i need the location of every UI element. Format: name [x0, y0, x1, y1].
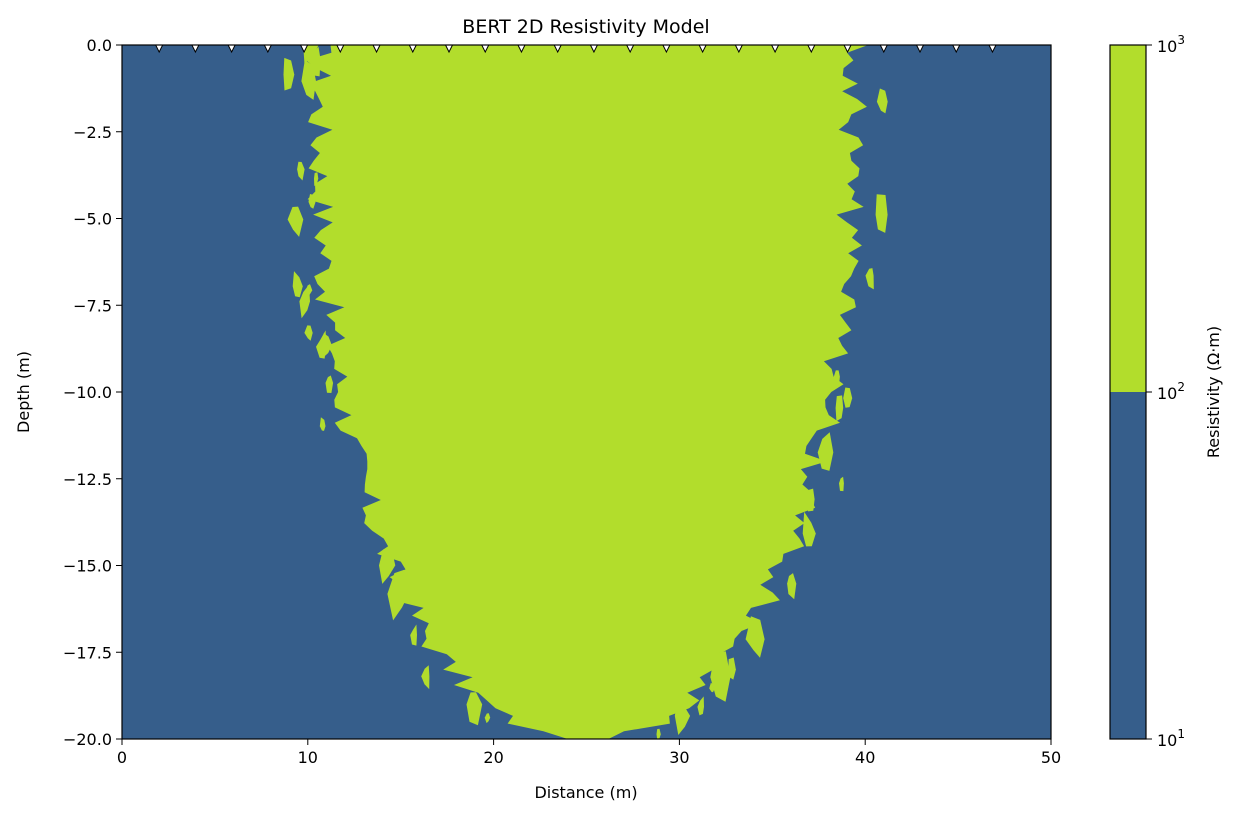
y-axis-label: Depth (m)	[14, 351, 33, 433]
anomaly-fragment	[320, 333, 332, 357]
y-tick-label: 0.0	[87, 36, 112, 55]
anomaly-fragment	[303, 45, 319, 64]
anomaly-fragment	[745, 616, 765, 658]
y-tick-label: −2.5	[73, 123, 112, 142]
x-axis: 0 10 20 30 40 50	[117, 739, 1061, 767]
anomaly-fragment	[839, 476, 844, 492]
anomaly-fragment	[833, 370, 840, 385]
anomaly-fragment	[817, 432, 834, 471]
anomaly-fragment	[297, 161, 305, 181]
colorbar-tick-label: 103	[1157, 33, 1185, 56]
anomaly-fragment	[876, 88, 888, 114]
anomaly-fragment	[308, 194, 316, 209]
x-tick-label: 30	[669, 748, 689, 767]
colorbar-label: Resistivity (Ω·m)	[1204, 326, 1223, 458]
y-tick-label: −5.0	[73, 210, 112, 229]
anomaly-fragment	[787, 573, 797, 600]
y-tick-label: −20.0	[63, 730, 112, 749]
x-tick-label: 10	[298, 748, 318, 767]
plot-area	[121, 44, 1052, 740]
anomaly-fragments	[283, 45, 888, 739]
anomaly-fragment	[865, 268, 874, 290]
anomaly-fragment	[304, 325, 313, 341]
anomaly-fragment	[387, 569, 409, 621]
anomaly-fragment	[843, 387, 853, 408]
anomaly-fragment	[709, 682, 715, 693]
chart-title: BERT 2D Resistivity Model	[462, 16, 709, 38]
anomaly-fragment	[421, 665, 430, 690]
y-tick-label: −15.0	[63, 557, 112, 576]
anomaly-fragment	[728, 657, 736, 680]
x-tick-label: 40	[855, 748, 875, 767]
anomaly-fragment	[710, 651, 731, 702]
anomaly-fragment	[410, 624, 417, 646]
colorbar-band	[1110, 45, 1146, 392]
electrode-markers	[154, 44, 997, 54]
anomaly-fragment	[314, 172, 319, 187]
anomaly-fragment	[305, 284, 313, 295]
colorbar-ticks: 101 102 103	[1146, 33, 1185, 750]
colorbar-tick-label: 102	[1157, 380, 1185, 403]
colorbar-tick-label: 101	[1157, 727, 1185, 750]
anomaly-fragment	[466, 692, 483, 726]
anomaly-fragment	[287, 206, 304, 237]
anomaly-fragment	[379, 545, 396, 584]
anomaly-fragment	[835, 395, 844, 422]
colorbar: 101 102 103 Resistivity (Ω·m)	[1109, 33, 1223, 750]
resistive-anomaly-region	[306, 45, 869, 739]
anomaly-fragment	[806, 488, 815, 512]
anomaly-fragment	[325, 375, 334, 393]
anomaly-fragment	[875, 194, 888, 233]
anomaly-fragment	[319, 417, 326, 431]
x-axis-label: Distance (m)	[534, 783, 637, 802]
y-tick-label: −17.5	[63, 643, 112, 662]
anomaly-fragment	[674, 696, 691, 735]
anomaly-fragment	[656, 728, 661, 739]
anomaly-fragment	[802, 511, 816, 547]
colorbar-band	[1110, 392, 1146, 739]
y-tick-label: −7.5	[73, 296, 112, 315]
y-tick-label: −10.0	[63, 383, 112, 402]
x-tick-label: 20	[483, 748, 503, 767]
anomaly-fragment	[697, 696, 704, 716]
anomaly-fragment	[309, 46, 321, 77]
colorbar-bands	[1110, 45, 1146, 739]
x-tick-label: 50	[1041, 748, 1061, 767]
y-axis: 0.0 −2.5 −5.0 −7.5 −10.0 −12.5 −15.0 −17.5 −20.0	[63, 36, 122, 749]
y-tick-label: −12.5	[63, 470, 112, 489]
x-tick-label: 0	[117, 748, 127, 767]
anomaly-fragment	[283, 57, 295, 91]
anomaly-fragment	[484, 713, 491, 724]
anomaly-fragment	[292, 271, 303, 298]
